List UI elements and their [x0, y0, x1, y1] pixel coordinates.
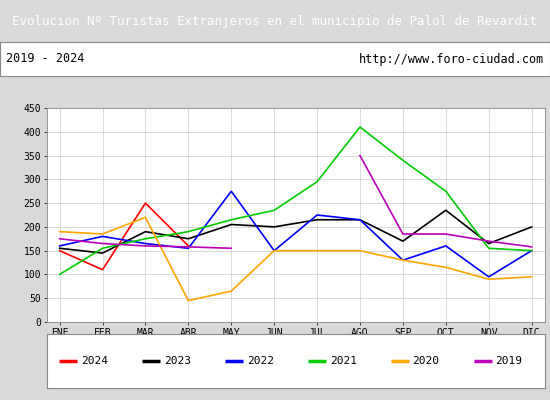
Text: 2021: 2021 [329, 356, 356, 366]
Text: 2024: 2024 [81, 356, 108, 366]
Text: 2023: 2023 [164, 356, 191, 366]
Text: http://www.foro-ciudad.com: http://www.foro-ciudad.com [359, 52, 544, 66]
Text: 2022: 2022 [247, 356, 274, 366]
Text: Evolucion Nº Turistas Extranjeros en el municipio de Palol de Revardit: Evolucion Nº Turistas Extranjeros en el … [13, 14, 537, 28]
Text: 2019: 2019 [496, 356, 522, 366]
Text: 2020: 2020 [412, 356, 439, 366]
Text: 2019 - 2024: 2019 - 2024 [6, 52, 84, 66]
